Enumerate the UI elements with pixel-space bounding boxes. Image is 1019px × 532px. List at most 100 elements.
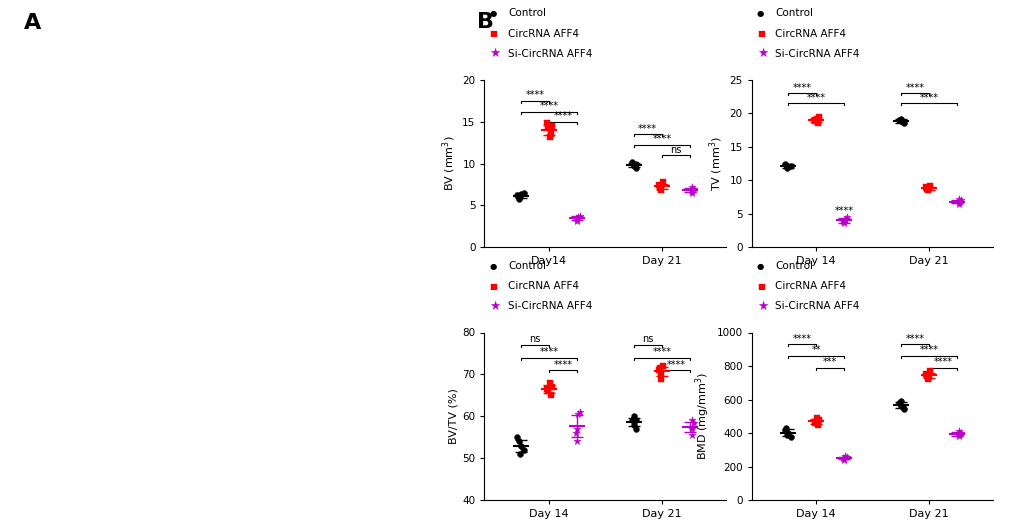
Point xyxy=(512,193,528,202)
Point xyxy=(783,162,799,171)
Point xyxy=(539,124,555,132)
Point xyxy=(567,214,583,222)
Point xyxy=(652,370,668,379)
Point xyxy=(508,191,525,200)
Point xyxy=(893,397,909,405)
Point xyxy=(684,422,700,431)
Text: ****: **** xyxy=(539,101,558,111)
Text: ●: ● xyxy=(489,262,496,270)
Text: Control: Control xyxy=(507,9,545,18)
Point xyxy=(683,183,699,192)
Text: B: B xyxy=(477,12,494,32)
Point xyxy=(950,430,966,439)
Point xyxy=(892,402,908,411)
Text: A: A xyxy=(24,13,42,34)
Point xyxy=(684,187,700,195)
Text: ****: **** xyxy=(539,347,558,357)
Point xyxy=(683,189,699,197)
Point xyxy=(917,183,933,192)
Point xyxy=(891,116,907,124)
Text: ****: **** xyxy=(638,123,656,134)
Point xyxy=(950,195,966,203)
Point xyxy=(625,161,641,170)
Point xyxy=(918,372,934,380)
Y-axis label: BV/TV (%): BV/TV (%) xyxy=(447,388,458,444)
Y-axis label: BV (mm$^3$): BV (mm$^3$) xyxy=(440,136,458,192)
Point xyxy=(775,426,792,434)
Point xyxy=(806,117,822,126)
Point xyxy=(837,215,853,223)
Text: Si-CircRNA AFF4: Si-CircRNA AFF4 xyxy=(507,302,592,311)
Point xyxy=(654,178,671,186)
Point xyxy=(650,366,666,375)
Text: Si-CircRNA AFF4: Si-CircRNA AFF4 xyxy=(774,49,859,59)
Point xyxy=(808,114,824,123)
Point xyxy=(919,375,935,384)
Point xyxy=(838,213,854,221)
Point xyxy=(780,163,796,171)
Point xyxy=(513,189,529,198)
Point xyxy=(950,432,966,440)
Point xyxy=(918,185,934,193)
Point xyxy=(837,452,853,460)
Text: ★: ★ xyxy=(489,300,500,313)
Text: ■: ■ xyxy=(756,29,764,38)
Point xyxy=(628,163,644,172)
Point xyxy=(543,383,559,391)
Point xyxy=(834,454,850,462)
Point xyxy=(950,426,966,435)
Text: ****: **** xyxy=(806,93,825,103)
Point xyxy=(683,416,699,425)
Point xyxy=(567,429,583,437)
Point xyxy=(626,162,642,170)
Point xyxy=(895,119,911,128)
Point xyxy=(951,430,967,438)
Point xyxy=(569,425,585,433)
Point xyxy=(835,455,851,464)
Text: ****: **** xyxy=(932,357,952,367)
Text: Control: Control xyxy=(774,261,812,271)
Point xyxy=(570,410,586,419)
Point xyxy=(541,379,557,387)
Point xyxy=(568,437,584,446)
Point xyxy=(919,184,935,193)
Point xyxy=(539,387,555,395)
Point xyxy=(777,161,794,169)
Point xyxy=(539,119,555,128)
Text: CircRNA AFF4: CircRNA AFF4 xyxy=(507,281,579,291)
Y-axis label: TV (mm$^3$): TV (mm$^3$) xyxy=(707,136,725,191)
Point xyxy=(568,217,584,225)
Point xyxy=(894,403,910,411)
Text: ****: **** xyxy=(553,360,572,370)
Point xyxy=(685,418,701,427)
Point xyxy=(683,431,699,439)
Text: ns: ns xyxy=(641,335,653,344)
Point xyxy=(624,157,640,166)
Point xyxy=(570,213,586,221)
Point xyxy=(810,415,826,424)
Text: Control: Control xyxy=(507,261,545,271)
Y-axis label: BMD (mg/mm$^3$): BMD (mg/mm$^3$) xyxy=(693,372,711,460)
Point xyxy=(919,372,935,381)
Text: ****: **** xyxy=(651,135,671,145)
Text: ****: **** xyxy=(905,334,923,344)
Point xyxy=(651,364,667,372)
Text: CircRNA AFF4: CircRNA AFF4 xyxy=(774,29,846,38)
Text: ns: ns xyxy=(669,145,681,154)
Point xyxy=(775,160,792,168)
Text: ns: ns xyxy=(529,335,540,344)
Point xyxy=(683,425,699,433)
Point xyxy=(626,412,642,420)
Text: ■: ■ xyxy=(489,29,497,38)
Point xyxy=(650,180,666,189)
Text: ★: ★ xyxy=(756,47,767,60)
Point xyxy=(836,219,852,228)
Text: ★: ★ xyxy=(489,47,500,60)
Point xyxy=(516,189,532,197)
Text: ●: ● xyxy=(756,9,763,18)
Point xyxy=(651,184,667,192)
Point xyxy=(893,114,909,123)
Point xyxy=(921,367,937,375)
Point xyxy=(808,414,824,422)
Point xyxy=(516,445,532,454)
